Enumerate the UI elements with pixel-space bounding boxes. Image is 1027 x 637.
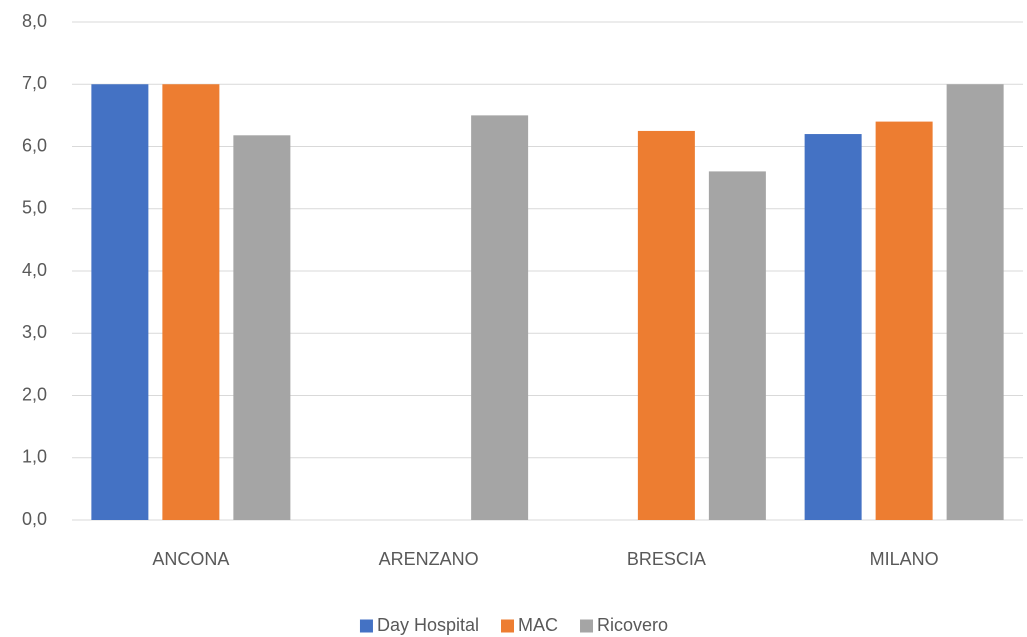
bar-ricovero-milano [946,84,1004,520]
x-tick-label: ANCONA [152,549,229,569]
y-tick-label: 1,0 [22,447,47,467]
bars [91,84,1004,521]
y-tick-label: 8,0 [22,11,47,31]
bar-ricovero-brescia [708,171,766,520]
legend-entry: Day Hospital [359,615,479,635]
y-tick-label: 2,0 [22,384,47,404]
y-tick-label: 0,0 [22,509,47,529]
y-tick-label: 3,0 [22,322,47,342]
x-tick-label: BRESCIA [627,549,706,569]
legend-entry: MAC [501,615,558,635]
legend-label: Ricovero [597,615,668,635]
legend-label: Day Hospital [377,615,479,635]
legend: Day Hospital MAC Ricovero [359,615,668,635]
legend-swatch [580,619,594,633]
y-tick-label: 5,0 [22,198,47,218]
bar-ricovero-ancona [233,135,291,521]
y-tick-label: 4,0 [22,260,47,280]
legend-entry: Ricovero [580,615,668,635]
x-axis-ticks: ANCONA ARENZANO BRESCIA MILANO [152,549,938,569]
y-axis-ticks: 0,0 1,0 2,0 3,0 4,0 5,0 6,0 7,0 8,0 [22,11,47,529]
bar-mac-ancona [162,84,220,520]
bar-day-hospital-ancona [91,84,149,520]
legend-label: MAC [518,615,558,635]
x-tick-label: MILANO [870,549,939,569]
legend-swatch [359,619,373,633]
y-tick-label: 6,0 [22,135,47,155]
bar-mac-milano [875,121,933,520]
bar-mac-brescia [637,130,695,520]
legend-swatch [501,619,515,633]
x-tick-label: ARENZANO [379,549,479,569]
bar-day-hospital-milano [804,134,862,521]
bar-ricovero-arenzano [471,115,529,520]
gridlines [72,21,1023,521]
y-tick-label: 7,0 [22,73,47,93]
